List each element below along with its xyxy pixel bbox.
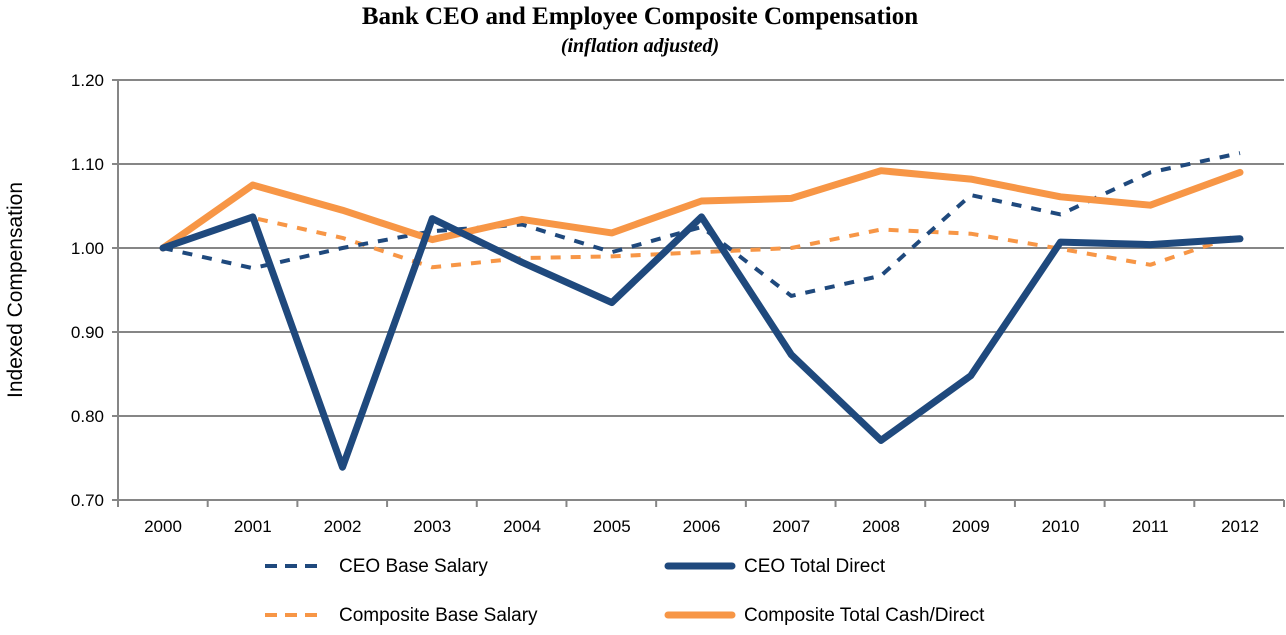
x-tick-label: 2012	[1221, 517, 1259, 536]
x-tick-label: 2009	[952, 517, 990, 536]
y-tick-label: 0.70	[71, 491, 104, 510]
x-tick-label: 2004	[503, 517, 541, 536]
x-tick-label: 2000	[144, 517, 182, 536]
x-tick-label: 2010	[1042, 517, 1080, 536]
legend-label: CEO Base Salary	[339, 556, 488, 577]
x-tick-label: 2008	[862, 517, 900, 536]
series-line-composite-total-cash-direct	[159, 167, 1244, 252]
x-tick-label: 2011	[1132, 517, 1169, 536]
x-tick-label: 2003	[413, 517, 451, 536]
series-line-composite-base-salary	[162, 215, 1241, 270]
chart-title: Bank CEO and Employee Composite Compensa…	[362, 3, 918, 30]
series	[159, 151, 1244, 471]
legend: CEO Base Salary CEO Total Direct Composite…	[265, 556, 985, 626]
x-tick-label: 2005	[593, 517, 631, 536]
axes: 0.70 0.80 0.90 1.00 1.10 1.20 2000 2001 2002 2003…	[71, 71, 1285, 536]
x-tick-label: 2001	[234, 517, 272, 536]
x-tick-label: 2007	[772, 517, 810, 536]
x-tick-label: 2006	[683, 517, 721, 536]
chart-subtitle: (inflation adjusted)	[561, 35, 719, 57]
series-line-ceo-total-direct	[159, 213, 1244, 471]
x-tick-label: 2002	[324, 517, 362, 536]
legend-label: CEO Total Direct	[744, 556, 886, 577]
y-tick-label: 1.10	[71, 155, 104, 174]
legend-label: Composite Total Cash/Direct	[744, 605, 985, 626]
y-tick-label: 1.20	[71, 71, 104, 90]
y-axis-label: Indexed Compensation	[4, 182, 27, 398]
gridlines	[118, 79, 1284, 417]
legend-label: Composite Base Salary	[339, 605, 538, 626]
y-tick-label: 0.80	[71, 407, 104, 426]
y-tick-label: 0.90	[71, 323, 104, 342]
series-line-ceo-base-salary	[162, 151, 1241, 298]
y-tick-label: 1.00	[71, 239, 104, 258]
